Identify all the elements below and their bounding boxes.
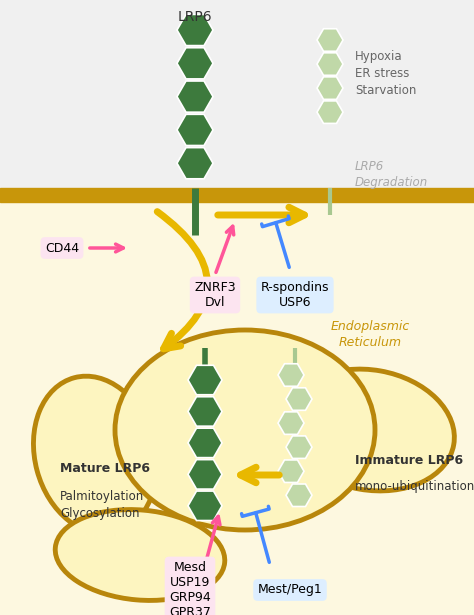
Ellipse shape [286,369,455,491]
Bar [0,188,474,202]
Text: LRP6
Degradation: LRP6 Degradation [355,160,428,189]
Text: Endoplasmic
Reticulum: Endoplasmic Reticulum [330,320,410,349]
Text: Hypoxia
ER stress
Starvation: Hypoxia ER stress Starvation [355,50,416,97]
FancyArrowPatch shape [157,212,207,349]
Text: ZNRF3
Dvl: ZNRF3 Dvl [194,281,236,309]
Text: Mest/Peg1: Mest/Peg1 [258,584,322,597]
Ellipse shape [115,330,375,530]
Text: CD44: CD44 [45,242,79,255]
Text: mono-ubiquitination: mono-ubiquitination [355,480,474,493]
Text: R-spondins
USP6: R-spondins USP6 [261,281,329,309]
Text: LRP6: LRP6 [178,10,212,24]
Ellipse shape [55,510,225,600]
Text: Mature LRP6: Mature LRP6 [60,461,150,475]
Text: Mesd
USP19
GRP94
GPR37: Mesd USP19 GRP94 GPR37 [169,561,211,615]
Ellipse shape [34,376,156,534]
Text: Immature LRP6: Immature LRP6 [355,453,463,467]
Bar [0,0,474,195]
Bar [0,195,474,615]
Text: Palmitoylation
Glycosylation: Palmitoylation Glycosylation [60,490,144,520]
